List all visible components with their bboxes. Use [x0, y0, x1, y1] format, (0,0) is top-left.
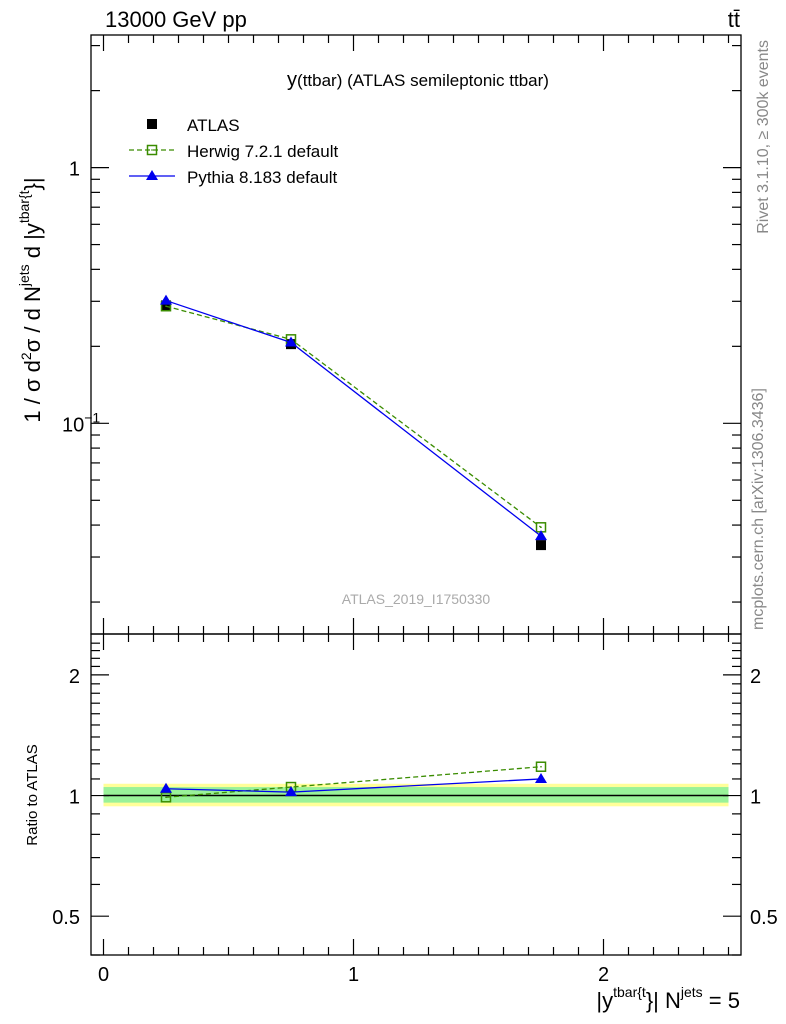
ratio-panel: 0.5 0.5 1 1 2 2 0 1 2 [52, 633, 778, 986]
legend-label: Herwig 7.2.1 default [187, 142, 338, 161]
marker-triangle [160, 782, 172, 793]
y-tick-label: 10−1 [62, 409, 100, 436]
rivet-label: Rivet 3.1.10, ≥ 300k events [755, 40, 772, 234]
marker-center-dot [540, 526, 542, 529]
marker-filled-square [147, 119, 157, 129]
legend-label: ATLAS [187, 116, 240, 135]
series-line-herwig [165, 766, 542, 798]
marker-triangle [285, 786, 297, 797]
chart-title: y(ttbar) (ATLAS semileptonic ttbar) [287, 69, 549, 91]
marker-triangle [146, 170, 158, 180]
y-tick-label: 1 [69, 159, 80, 181]
y-tick-label-right: 1 [750, 787, 761, 809]
legend-item: ATLAS [147, 116, 240, 135]
y-axis-label: 1 / σ d2σ / d Njets d |ytbar{t}| [16, 177, 45, 422]
y-tick-label: 1 [69, 787, 80, 809]
marker-open-square [160, 792, 172, 803]
marker-center-dot [165, 796, 167, 798]
legend: ATLAS Herwig 7.2.1 default Pythia 8.183 de… [129, 116, 338, 187]
series-line-herwig [165, 305, 542, 528]
marker-triangle [535, 772, 547, 783]
watermark: ATLAS_2019_I1750330 [342, 591, 491, 607]
legend-item: Pythia 8.183 default [129, 168, 338, 187]
series-line-pythia [165, 299, 542, 537]
header-left: 13000 GeV pp [105, 7, 247, 32]
marker-filled-square [161, 300, 171, 311]
ratio-y-label: Ratio to ATLAS [24, 744, 41, 845]
y-tick-label-right: 2 [750, 666, 761, 688]
y-tick-label: 2 [69, 666, 80, 688]
marker-triangle [285, 336, 297, 347]
header-right: tt̄ [728, 7, 740, 32]
marker-center-dot [151, 149, 153, 151]
x-tick-label: 0 [98, 964, 109, 986]
mcplots-label: mcplots.cern.ch [arXiv:1306.3436] [750, 388, 767, 630]
ratio-frame [90, 633, 742, 956]
marker-open-square [535, 761, 547, 772]
x-axis-label: |ytbar{t}| Njets = 5 [596, 984, 740, 1013]
marker-triangle [160, 294, 172, 305]
marker-triangle [535, 530, 547, 541]
y-tick-label-right: 0.5 [750, 907, 778, 929]
legend-label: Pythia 8.183 default [187, 168, 338, 187]
marker-open-square [146, 144, 158, 156]
marker-center-dot [540, 766, 542, 768]
marker-filled-square [536, 540, 546, 551]
marker-center-dot [165, 305, 167, 307]
main-panel: 1 10−1 [62, 34, 742, 635]
x-tick-label: 2 [598, 964, 609, 986]
x-tick-label: 1 [348, 964, 359, 986]
legend-item: Herwig 7.2.1 default [129, 142, 338, 161]
y-tick-label: 0.5 [52, 907, 80, 929]
